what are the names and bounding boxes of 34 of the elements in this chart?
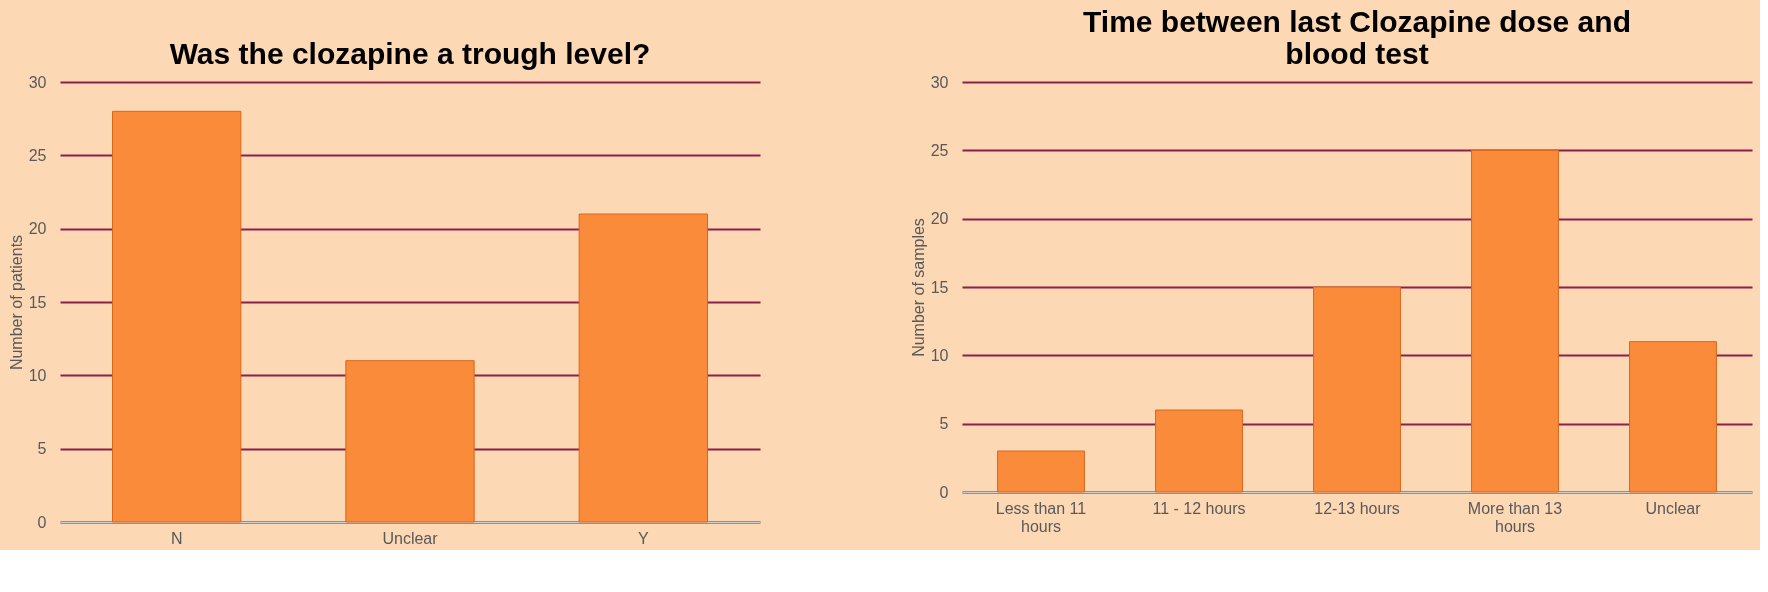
x-tick-label: More than 13 hours — [1467, 499, 1563, 535]
chart-title: Was the clozapine a trough level? — [169, 37, 651, 70]
bar — [1629, 341, 1717, 493]
y-axis-title: Number of samples — [909, 218, 927, 357]
y-tick-label: 10 — [930, 346, 949, 364]
x-tick-label: 12-13 hours — [1314, 499, 1400, 517]
x-tick-label: Unclear — [1645, 499, 1702, 517]
y-tick-label: 30 — [930, 73, 949, 91]
bar — [1313, 286, 1401, 493]
y-axis-title: Number of patients — [7, 234, 25, 371]
bar — [1471, 149, 1559, 493]
bar — [578, 213, 708, 523]
x-tick-label: Less than 11 hours — [995, 499, 1087, 535]
y-tick-label: 25 — [28, 146, 47, 164]
bar — [345, 360, 475, 523]
y-tick-label: 25 — [930, 141, 949, 159]
y-tick-label: 10 — [28, 366, 47, 384]
y-tick-label: 20 — [28, 220, 47, 238]
x-tick-label: Y — [638, 529, 649, 547]
chart-title: Time between last Clozapine dose and blood test — [1083, 5, 1631, 70]
bar — [112, 110, 242, 523]
y-tick-label: 20 — [930, 210, 949, 228]
bar — [997, 450, 1085, 493]
x-tick-label: Unclear — [382, 529, 439, 547]
bar — [1155, 409, 1243, 493]
x-tick-label: N — [170, 529, 183, 547]
y-tick-label: 30 — [28, 73, 47, 91]
y-tick-label: 5 — [37, 440, 47, 458]
x-tick-label: 11 - 12 hours — [1152, 499, 1246, 517]
y-tick-label: 15 — [28, 293, 47, 311]
y-tick-label: 5 — [939, 415, 949, 433]
y-tick-label: 0 — [37, 513, 47, 531]
y-tick-label: 0 — [939, 483, 949, 501]
y-tick-label: 15 — [930, 278, 949, 296]
